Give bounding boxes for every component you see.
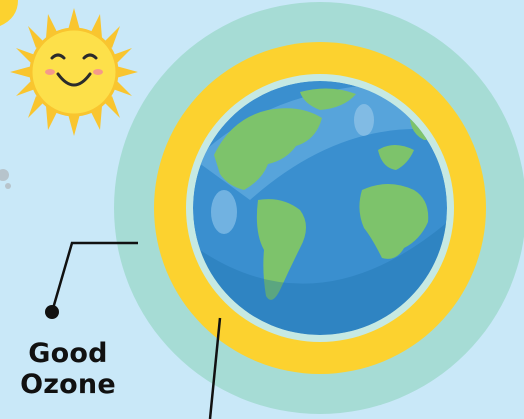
smiling-sun-icon — [10, 8, 138, 136]
ozone-layer-leader-line — [208, 317, 222, 419]
good-ozone-label-line2: Ozone — [20, 369, 116, 400]
dust-dot — [5, 183, 11, 189]
good-ozone-label-line1: Good — [28, 338, 108, 369]
good-ozone-leader-line — [50, 241, 138, 313]
corner-shape — [0, 0, 18, 26]
good-ozone-label: Good Ozone — [6, 338, 130, 400]
leader-dot-icon — [45, 305, 59, 319]
dust-dot — [0, 169, 9, 181]
